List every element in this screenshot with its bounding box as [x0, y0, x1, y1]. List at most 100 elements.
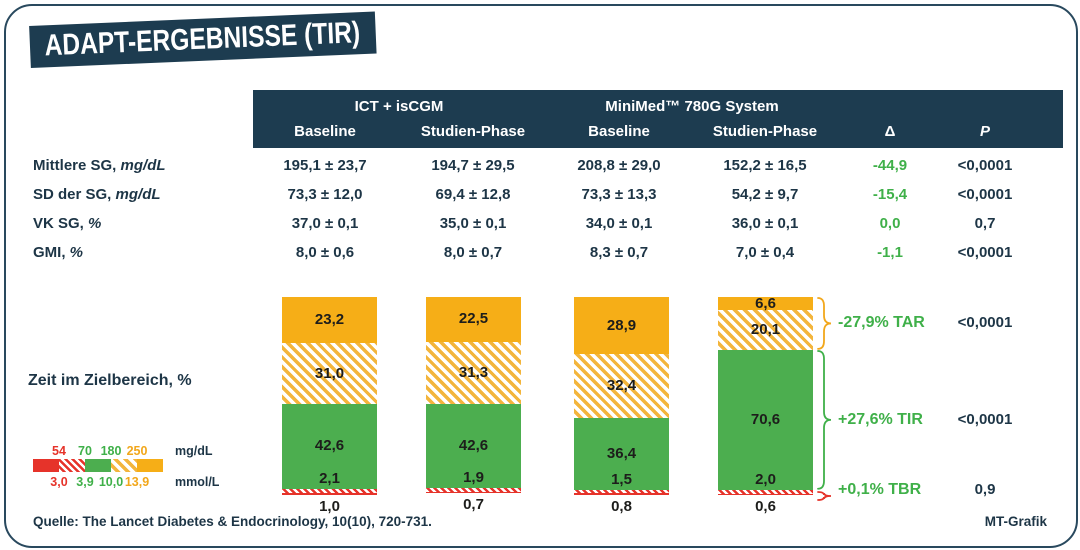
- cell-delta: -15,4: [872, 186, 908, 203]
- segment-green-solid: [282, 404, 377, 489]
- source-note: Quelle: The Lancet Diabetes & Endocrinol…: [33, 514, 432, 529]
- col-header-baseline-2: Baseline: [588, 123, 650, 140]
- table-row: VK SG, % 37,0 ± 0,1 35,0 ± 0,1 34,0 ± 0,…: [0, 209, 1080, 238]
- legend-threshold-3-9: 3,9: [76, 475, 94, 489]
- bar-value-label: 31,0: [314, 364, 345, 382]
- chart-axis-label: Zeit im Zielbereich, %: [28, 372, 192, 389]
- bar-value-label: 0,7: [463, 496, 484, 514]
- cell-value: 8,3 ± 0,7: [589, 244, 649, 261]
- segment-orange-solid: [574, 297, 669, 355]
- annotation-tar-p: <0,0001: [957, 314, 1013, 332]
- brace-tbr: [817, 488, 832, 501]
- bar-value-label: 42,6: [314, 437, 345, 455]
- brace-tir: [817, 349, 832, 490]
- segment-red-hatched: [718, 489, 813, 494]
- legend-swatch-red-hatched: [59, 459, 85, 472]
- bar-value-label: 6,6: [755, 294, 776, 312]
- bar-value-label: 42,6: [458, 436, 489, 454]
- bar-value-label: 28,9: [606, 316, 637, 334]
- cell-value: 208,8 ± 29,0: [577, 157, 661, 174]
- cell-p: <0,0001: [957, 157, 1013, 174]
- legend-threshold-250: 250: [126, 444, 148, 458]
- segment-red-hatched: [574, 490, 669, 494]
- cell-value: 35,0 ± 0,1: [439, 215, 507, 232]
- bar-value-label: 36,4: [606, 445, 637, 463]
- segment-red-solid: [426, 491, 521, 493]
- segment-red-solid: [282, 492, 377, 495]
- segment-orange-hatched: [718, 310, 813, 350]
- cell-value: 73,3 ± 12,0: [287, 186, 363, 203]
- bar-value-label: 2,0: [755, 470, 776, 488]
- annotation-tbr-p: 0,9: [974, 480, 996, 498]
- segment-green-solid: [574, 418, 669, 491]
- legend-unit-mgdl: mg/dL: [175, 444, 213, 458]
- legend-threshold-70: 70: [78, 444, 92, 458]
- bar-value-label: 0,6: [755, 497, 776, 515]
- cell-value: 69,4 ± 12,8: [435, 186, 511, 203]
- segment-green-solid: [718, 349, 813, 490]
- cell-delta: -44,9: [872, 157, 908, 174]
- row-label: Mittlere SG, mg/dL: [33, 157, 166, 174]
- legend-swatch-orange-solid: [137, 459, 163, 472]
- cell-value: 34,0 ± 0,1: [585, 215, 653, 232]
- bar-value-label: 32,4: [606, 377, 637, 395]
- segment-orange-hatched: [282, 342, 377, 405]
- row-label: VK SG, %: [33, 215, 102, 232]
- row-label: GMI, %: [33, 244, 84, 261]
- legend-threshold-3-0: 3,0: [50, 475, 68, 489]
- segment-red-solid: [574, 493, 669, 495]
- segment-red-solid: [718, 493, 813, 495]
- stacked-bar-1: 23,2 31,0 42,6 2,1 1,0: [282, 297, 377, 515]
- table-row: GMI, % 8,0 ± 0,6 8,0 ± 0,7 8,3 ± 0,7 7,0…: [0, 238, 1080, 267]
- stacked-bar-3: 28,9 32,4 36,4 1,5 0,8: [574, 297, 669, 515]
- cell-value: 7,0 ± 0,4: [735, 244, 795, 261]
- cell-value: 36,0 ± 0,1: [731, 215, 799, 232]
- cell-value: 37,0 ± 0,1: [291, 215, 359, 232]
- credit-note: MT-Grafik: [984, 514, 1047, 529]
- cell-p: <0,0001: [957, 186, 1013, 203]
- legend-swatch-red-solid: [33, 459, 59, 472]
- segment-orange-hatched: [574, 354, 669, 419]
- cell-value: 152,2 ± 16,5: [723, 157, 807, 174]
- annotation-tar-delta: -27,9% TAR: [838, 314, 925, 332]
- legend-swatch-orange-hatched: [111, 459, 137, 472]
- annotation-tir-delta: +27,6% TIR: [838, 410, 923, 428]
- bar-value-label: 0,8: [611, 498, 632, 515]
- segment-orange-solid: [282, 297, 377, 343]
- annotation-tbr: +0,1% TBR 0,9: [0, 480, 1080, 500]
- legend-threshold-180: 180: [100, 444, 122, 458]
- brace-tar: [817, 297, 832, 350]
- legend-threshold-10-0: 10,0: [98, 475, 124, 489]
- col-header-studienphase-1: Studien-Phase: [420, 123, 526, 140]
- annotation-tbr-delta: +0,1% TBR: [838, 480, 922, 498]
- legend-swatch-green-solid: [85, 459, 111, 472]
- bar-value-label: 70,6: [750, 410, 781, 428]
- segment-orange-solid: [718, 297, 813, 311]
- legend-threshold-54: 54: [52, 444, 66, 458]
- bar-value-label: 20,1: [750, 320, 781, 338]
- card-frame: [4, 4, 1078, 548]
- cell-value: 8,0 ± 0,6: [295, 244, 355, 261]
- group-header-ict: ICT + isCGM: [354, 98, 444, 115]
- legend-threshold-13-9: 13,9: [124, 475, 150, 489]
- bar-value-label: 2,1: [319, 469, 340, 487]
- table-row: SD der SG, mg/dL 73,3 ± 12,0 69,4 ± 12,8…: [0, 180, 1080, 209]
- segment-red-hatched: [282, 488, 377, 493]
- col-header-baseline-1: Baseline: [294, 123, 356, 140]
- row-label: SD der SG, mg/dL: [33, 186, 161, 203]
- cell-value: 54,2 ± 9,7: [731, 186, 799, 203]
- segment-green-solid: [426, 403, 521, 488]
- annotation-tir-p: <0,0001: [957, 410, 1013, 428]
- bar-value-label: 1,0: [319, 497, 340, 515]
- col-header-p: P: [979, 123, 990, 140]
- cell-p: 0,7: [974, 215, 996, 232]
- bar-value-label: 22,5: [458, 310, 489, 328]
- bar-value-label: 23,2: [314, 310, 345, 328]
- annotation-tar: -27,9% TAR <0,0001: [0, 313, 1080, 333]
- legend-unit-mmoll: mmol/L: [175, 475, 220, 489]
- bar-value-label: 1,9: [463, 468, 484, 486]
- cell-value: 8,0 ± 0,7: [443, 244, 503, 261]
- table-header: ICT + isCGM MiniMed™ 780G System Baselin…: [253, 90, 1063, 148]
- segment-orange-hatched: [426, 341, 521, 404]
- cell-value: 73,3 ± 13,3: [581, 186, 657, 203]
